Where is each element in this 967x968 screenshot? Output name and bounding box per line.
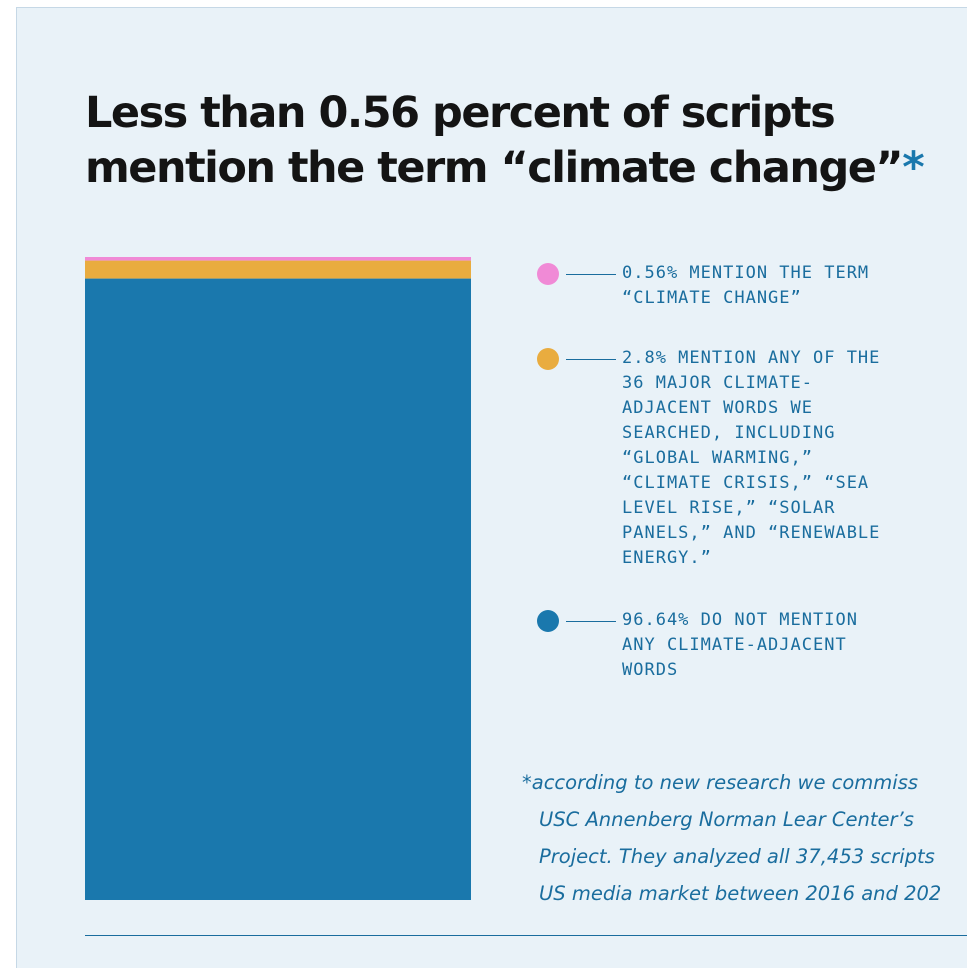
title-line-2: mention the term “climate change” xyxy=(85,143,904,193)
infographic-card: Less than 0.56 percent of scripts mentio… xyxy=(16,7,967,968)
legend-dot-blue xyxy=(537,610,559,632)
footnote-line: USC Annenberg Norman Lear Center’s xyxy=(539,808,914,831)
legend-label: 96.64% DO NOT MENTION ANY CLIMATE-ADJACE… xyxy=(622,610,858,680)
legend-dot-yellow xyxy=(537,348,559,370)
bar-segment-0 xyxy=(85,257,471,261)
legend-item-climate-adjacent: 2.8% MENTION ANY OF THE 36 MAJOR CLIMATE… xyxy=(537,346,922,571)
stacked-bar-chart xyxy=(85,257,471,900)
bar-segment-2 xyxy=(85,278,471,900)
legend-label: 2.8% MENTION ANY OF THE 36 MAJOR CLIMATE… xyxy=(622,348,881,568)
legend-label: 0.56% MENTION THE TERM “CLIMATE CHANGE” xyxy=(622,263,870,308)
footnote: *according to new research we commiss US… xyxy=(522,764,967,912)
legend-item-climate-change: 0.56% MENTION THE TERM “CLIMATE CHANGE” xyxy=(537,261,922,311)
legend-item-no-mention: 96.64% DO NOT MENTION ANY CLIMATE-ADJACE… xyxy=(537,608,922,683)
title-line-1: Less than 0.56 percent of scripts xyxy=(85,88,836,138)
legend-dot-pink xyxy=(537,263,559,285)
legend-connector xyxy=(566,359,616,360)
legend-connector xyxy=(566,274,616,275)
footnote-line: US media market between 2016 and 202 xyxy=(539,882,942,905)
legend-connector xyxy=(566,621,616,622)
bar-segment-1 xyxy=(85,260,471,279)
title-asterisk: * xyxy=(902,143,925,193)
bottom-divider xyxy=(85,935,967,936)
chart-title: Less than 0.56 percent of scripts mentio… xyxy=(85,86,965,196)
footnote-line: Project. They analyzed all 37,453 script… xyxy=(539,845,935,868)
footnote-line: *according to new research we commiss xyxy=(522,771,919,794)
